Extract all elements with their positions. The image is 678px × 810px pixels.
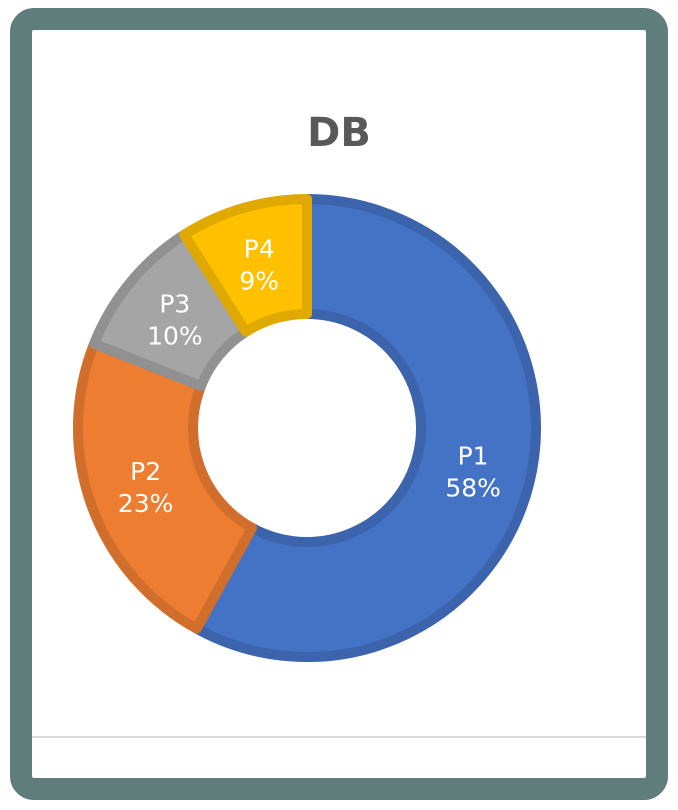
slice-value-p2: 23% [118, 489, 174, 518]
slice-p1 [191, 194, 541, 662]
slice-label-p1: P1 [458, 442, 489, 471]
slice-value-p1: 58% [445, 474, 501, 503]
slice-p2 [73, 338, 258, 634]
slice-label-p2: P2 [130, 457, 161, 486]
divider [32, 736, 646, 738]
slice-p4 [179, 194, 312, 337]
slice-label-p3: P3 [159, 290, 190, 319]
slice-value-p4: 9% [239, 266, 279, 295]
slice-value-p3: 10% [147, 322, 203, 351]
slice-label-p4: P4 [244, 234, 275, 263]
chart-title: DB [307, 110, 371, 156]
